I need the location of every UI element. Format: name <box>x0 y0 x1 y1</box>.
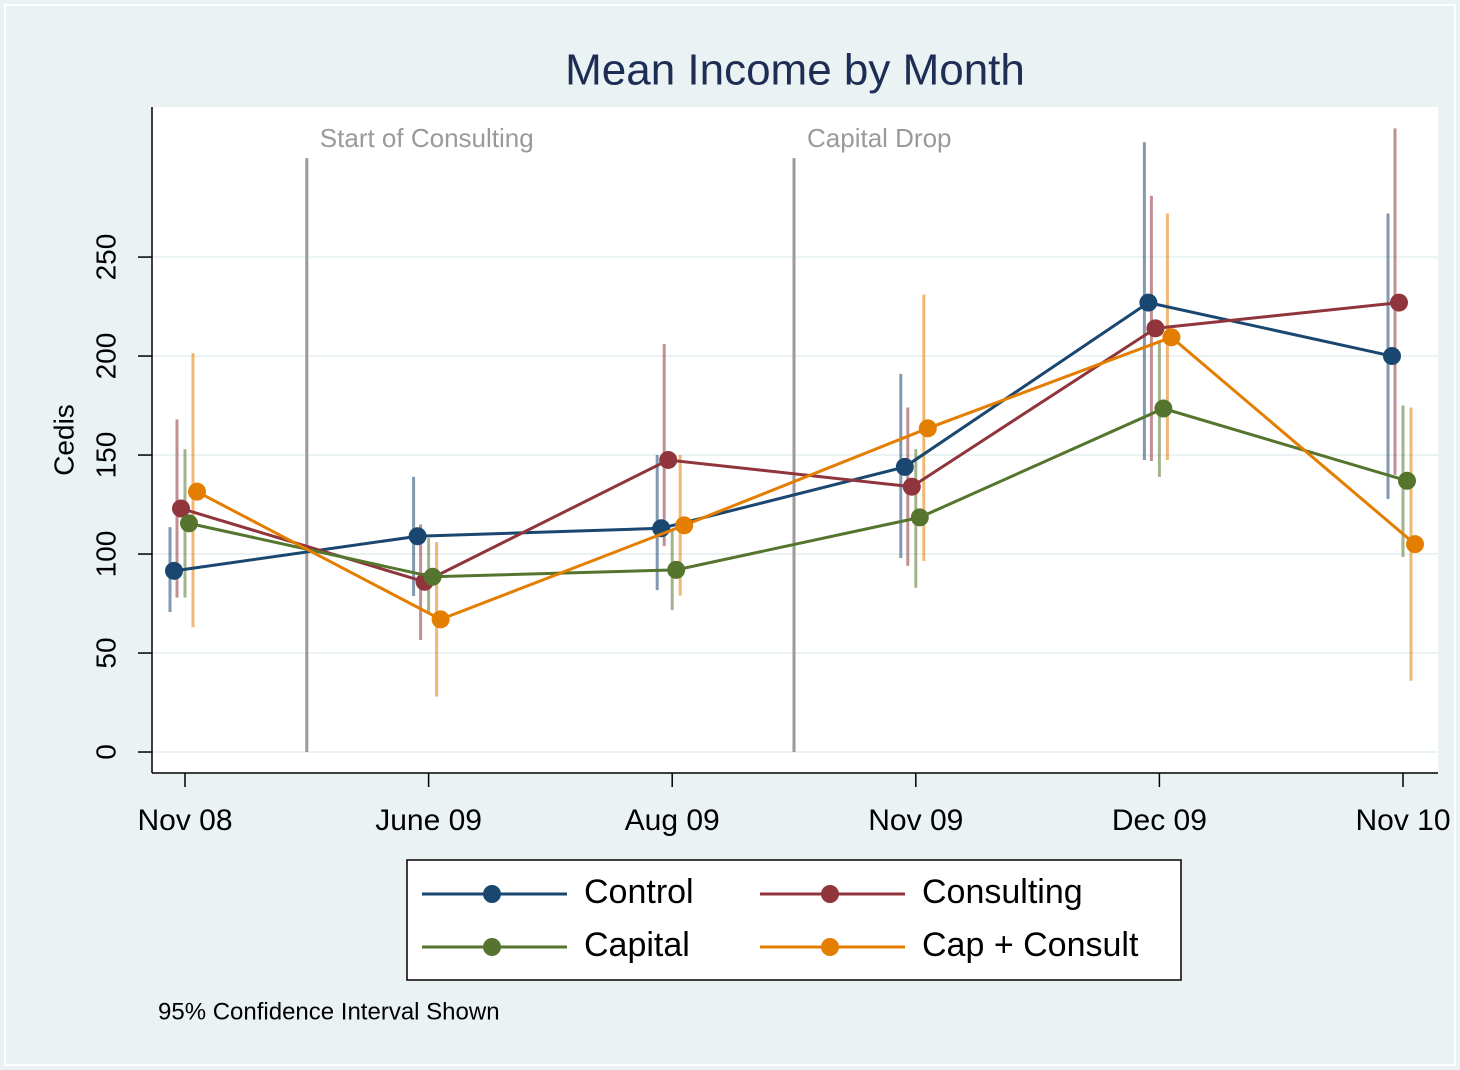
legend-marker <box>821 938 839 956</box>
series-line <box>180 301 1400 584</box>
x-tick-label: June 09 <box>375 804 482 837</box>
point <box>188 482 206 501</box>
point <box>1162 328 1181 347</box>
x-tick-label: Aug 09 <box>625 804 720 837</box>
legend-label: Cap + Consult <box>922 926 1139 964</box>
series-line <box>196 335 1416 622</box>
x-tick-label: Nov 10 <box>1355 804 1450 837</box>
point <box>431 610 450 629</box>
series-line <box>173 300 1393 573</box>
point <box>895 457 914 476</box>
legend-label: Consulting <box>922 873 1083 911</box>
legend-label: Control <box>584 873 694 911</box>
point <box>902 477 921 496</box>
point <box>659 450 678 469</box>
series-line <box>188 406 1408 579</box>
legend-label: Capital <box>584 926 690 964</box>
note: 95% Confidence Interval Shown <box>158 998 500 1025</box>
point <box>1383 347 1401 366</box>
y-tick-label: 250 <box>90 234 121 281</box>
y-tick-label: 150 <box>90 432 121 479</box>
point <box>1154 399 1173 418</box>
x-tick-label: Nov 09 <box>868 804 963 837</box>
point <box>180 514 198 533</box>
annotation: Capital Drop <box>807 123 952 153</box>
y-tick-label: 200 <box>90 333 121 380</box>
y-axis-label: Cedis <box>48 404 79 476</box>
point <box>918 419 937 438</box>
point <box>667 560 686 579</box>
point <box>1398 471 1416 490</box>
outer-frame <box>4 4 1456 1066</box>
chart-title: Mean Income by Month <box>565 46 1025 95</box>
point <box>423 567 442 586</box>
point <box>408 527 427 546</box>
x-tick-label: Dec 09 <box>1112 804 1207 837</box>
y-tick-label: 50 <box>90 637 121 668</box>
legend-marker <box>821 885 839 903</box>
legend <box>406 859 1182 981</box>
y-tick-label: 100 <box>90 531 121 578</box>
legend-marker <box>483 938 501 956</box>
point <box>910 508 929 527</box>
x-tick-label: Nov 08 <box>137 804 232 837</box>
point <box>1390 293 1408 312</box>
y-tick-label: 0 <box>90 744 121 760</box>
point <box>172 499 190 518</box>
point <box>1406 535 1424 554</box>
legend-marker <box>483 885 501 903</box>
point <box>165 561 183 580</box>
annotation: Start of Consulting <box>320 123 534 153</box>
point <box>675 516 694 535</box>
point <box>1139 293 1158 312</box>
point <box>1146 319 1165 338</box>
